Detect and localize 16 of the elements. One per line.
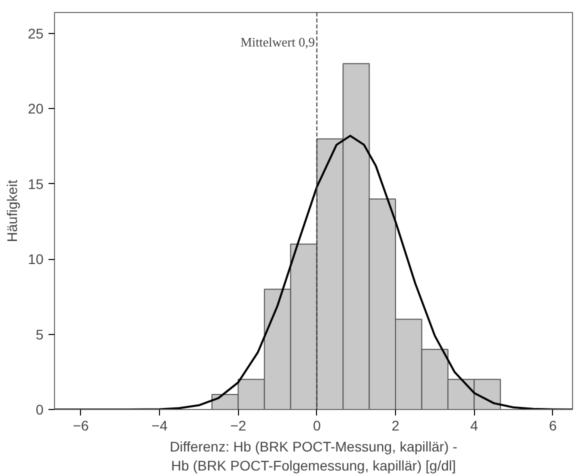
y-tick-label: 15 — [28, 176, 44, 192]
y-tick-label: 20 — [28, 100, 44, 117]
x-tick-label: 2 — [392, 418, 400, 434]
x-tick-label: −2 — [230, 418, 246, 434]
y-tick-label: 5 — [36, 326, 44, 342]
y-tick-label: 0 — [36, 402, 44, 418]
x-tick-label: 4 — [470, 418, 478, 434]
x-tick-label: −6 — [72, 418, 90, 434]
y-axis-title: Häufigkeit — [4, 180, 20, 242]
y-tick-label: 10 — [28, 251, 44, 268]
x-tick-label: 0 — [312, 418, 321, 434]
ref-line-label: Mittelwert 0,9 — [240, 34, 315, 50]
y-tick-label: 25 — [28, 26, 44, 42]
x-axis-title: Differenz: Hb (BRK POCT-Messung, kapillär) - Hb (BRK POCT-Folgemessung, kapillär) [g/dl] — [170, 438, 458, 474]
x-tick-label: −4 — [152, 418, 168, 434]
x-tick-label: 6 — [548, 418, 557, 434]
